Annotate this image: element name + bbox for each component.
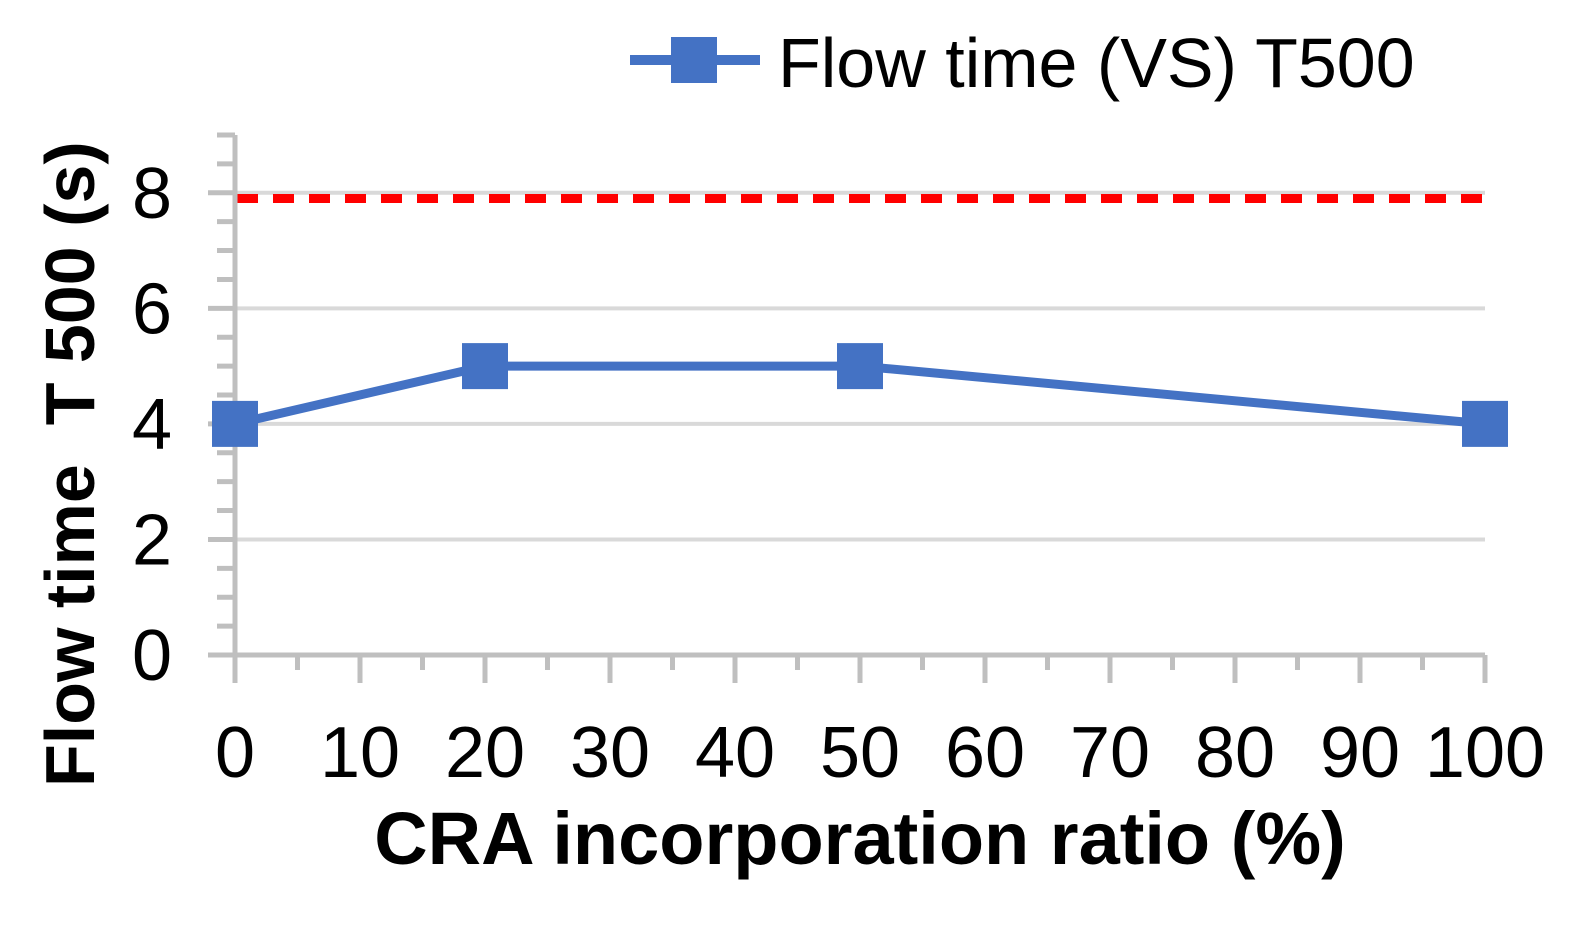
- y-tick-label: 2: [132, 500, 172, 580]
- data-point-marker: [837, 343, 883, 390]
- y-tick-label: 4: [132, 385, 172, 465]
- data-point-marker: [1462, 400, 1508, 447]
- y-axis-title: Flow time T 500 (s): [31, 141, 109, 787]
- x-tick-label: 30: [570, 713, 650, 793]
- x-tick-label: 60: [945, 713, 1025, 793]
- legend: Flow time (VS) T500: [630, 18, 1415, 108]
- y-tick-label: 0: [132, 616, 172, 696]
- data-point-marker: [462, 343, 508, 390]
- x-tick-label: 20: [445, 713, 525, 793]
- data-point-marker: [212, 400, 258, 447]
- legend-label: Flow time (VS) T500: [778, 24, 1415, 102]
- x-tick-label: 40: [695, 713, 775, 793]
- x-tick-label: 70: [1070, 713, 1150, 793]
- series-marker-icon: [630, 37, 760, 83]
- series-line: [233, 361, 1486, 429]
- y-tick-label: 8: [132, 154, 172, 234]
- x-tick-label: 100: [1425, 713, 1545, 793]
- x-tick-label: 80: [1195, 713, 1275, 793]
- x-tick-label: 90: [1320, 713, 1400, 793]
- x-tick-label: 0: [215, 713, 255, 793]
- y-tick-label: 6: [132, 269, 172, 349]
- x-tick-label: 50: [820, 713, 900, 793]
- x-axis-title: CRA incorporation ratio (%): [374, 797, 1346, 880]
- x-tick-label: 10: [320, 713, 400, 793]
